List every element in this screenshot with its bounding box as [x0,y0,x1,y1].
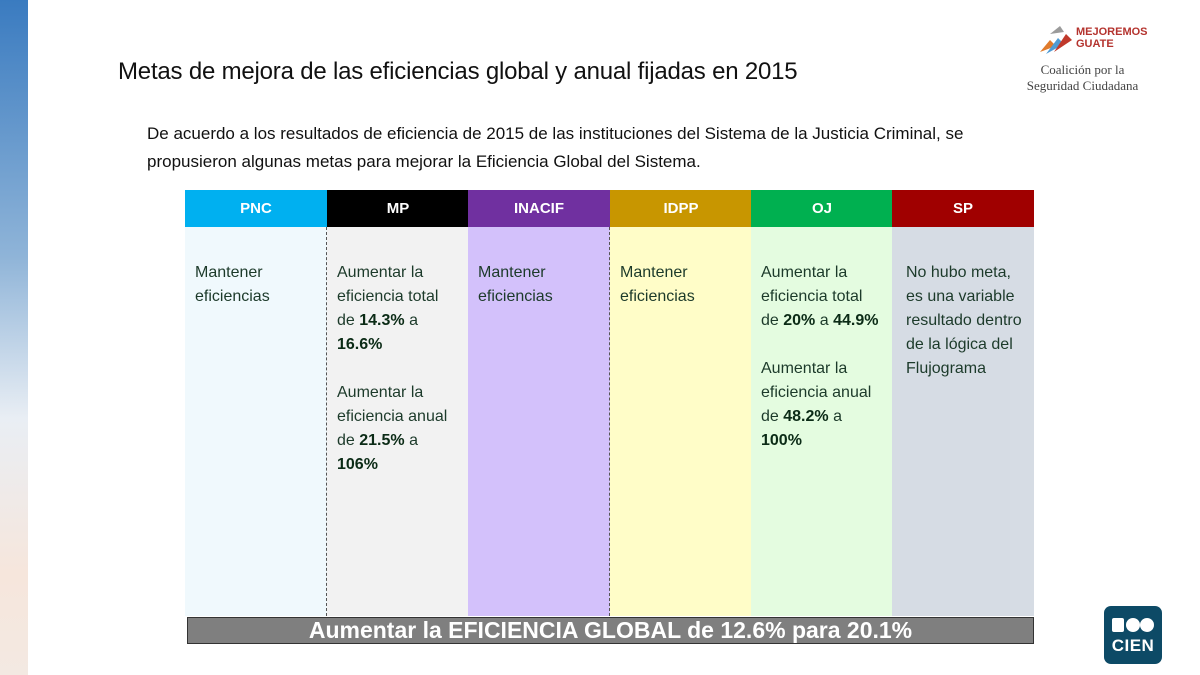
column-pnc: PNC Mantener eficiencias [185,190,327,616]
column-oj: OJ Aumentar la eficiencia total de 20% a… [751,190,893,616]
intro-paragraph: De acuerdo a los resultados de eficienci… [147,124,964,171]
cien-dots-icon [1112,618,1154,632]
goals-table: PNC Mantener eficiencias MP Aumentar la … [185,190,1034,616]
column-body-mp: Aumentar la eficiencia total de 14.3% a … [327,227,469,616]
coalicion-logo-text: Coalición por la Seguridad Ciudadana [1010,62,1155,94]
oj-goal-annual: Aumentar la eficiencia anual de 48.2% a … [761,360,872,449]
column-body-pnc: Mantener eficiencias [185,227,327,616]
coalicion-line2: Seguridad Ciudadana [1026,78,1139,93]
cien-text: CIEN [1111,636,1155,655]
column-header-pnc: PNC [185,190,327,227]
cien-logo: CIEN [1104,606,1162,664]
mejoremos-guate-emblem-icon [1040,26,1072,54]
column-body-idpp: Mantener eficiencias [610,227,752,616]
column-header-inacif: INACIF [468,190,610,227]
pnc-goal-text: Mantener eficiencias [195,264,270,305]
oj-goals: Aumentar la eficiencia total de 20% a 44… [751,227,892,453]
column-header-idpp: IDPP [610,190,752,227]
mejoremos-guate-logo: MEJOREMOS GUATE [1036,22,1148,92]
column-body-inacif: Mantener eficiencias [468,227,610,616]
column-sp: SP No hubo meta, es una variable resulta… [892,190,1034,616]
global-efficiency-banner: Aumentar la EFICIENCIA GLOBAL de 12.6% p… [187,617,1034,644]
column-body-oj: Aumentar la eficiencia total de 20% a 44… [751,227,893,616]
idpp-goal-text: Mantener eficiencias [620,264,695,305]
column-body-sp: No hubo meta, es una variable resultado … [892,227,1034,616]
oj-goal-total: Aumentar la eficiencia total de 20% a 44… [761,264,879,329]
column-inacif: INACIF Mantener eficiencias [468,190,610,616]
coalicion-line1: Coalición por la [1040,62,1125,77]
column-idpp: IDPP Mantener eficiencias [610,190,752,616]
guate-text: GUATE [1076,38,1114,50]
column-header-sp: SP [892,190,1034,227]
mp-goal-total: Aumentar la eficiencia total de 14.3% a … [337,264,439,353]
mp-goals: Aumentar la eficiencia total de 14.3% a … [327,227,468,477]
inacif-goal-text: Mantener eficiencias [478,264,553,305]
mp-goal-annual: Aumentar la eficiencia anual de 21.5% a … [337,384,448,473]
side-gradient-bar [0,0,28,675]
column-header-mp: MP [327,190,469,227]
mejoremos-text: MEJOREMOS [1076,26,1148,38]
column-mp: MP Aumentar la eficiencia total de 14.3%… [327,190,469,616]
slide-title: Metas de mejora de las eficiencias globa… [118,58,798,85]
column-header-oj: OJ [751,190,893,227]
sp-goal-text: No hubo meta, es una variable resultado … [906,264,1022,377]
